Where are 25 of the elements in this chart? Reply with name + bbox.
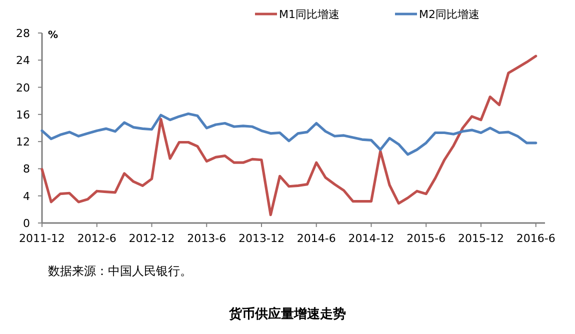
line-series bbox=[40, 54, 538, 216]
y-tick-label: 16 bbox=[16, 108, 30, 122]
source-note: 数据来源：中国人民银行。 bbox=[48, 264, 192, 278]
x-tick-label: 2015-12 bbox=[458, 232, 504, 245]
text: 2015-6 bbox=[406, 232, 446, 245]
text: 2016-6 bbox=[516, 232, 556, 245]
legend-label: M1同比增速 bbox=[279, 8, 340, 21]
y-tick-label: 8 bbox=[23, 162, 30, 176]
text: 2013-6 bbox=[187, 232, 226, 245]
y-tick-label: 24 bbox=[16, 54, 30, 68]
y-tick-label: 28 bbox=[16, 27, 30, 40]
x-tick-label: 2013-12 bbox=[238, 232, 284, 245]
x-tick-label: 2012-12 bbox=[128, 232, 175, 245]
y-tick-label: 20 bbox=[16, 81, 30, 94]
legend-label: M2同比增速 bbox=[419, 8, 480, 21]
x-tick-label: 2011-12 bbox=[19, 232, 65, 245]
line-series bbox=[40, 112, 538, 156]
text: 2014-6 bbox=[296, 232, 336, 245]
text: 货币供应量增速走势 bbox=[228, 306, 346, 322]
x-tick-label: 2014-12 bbox=[348, 232, 394, 245]
y-tick-label: 0 bbox=[23, 217, 30, 230]
y-axis-title: % bbox=[48, 30, 58, 41]
text: 2012-6 bbox=[77, 232, 116, 245]
y-tick-label: 4 bbox=[23, 190, 30, 203]
y-tick-label: 12 bbox=[16, 136, 30, 149]
